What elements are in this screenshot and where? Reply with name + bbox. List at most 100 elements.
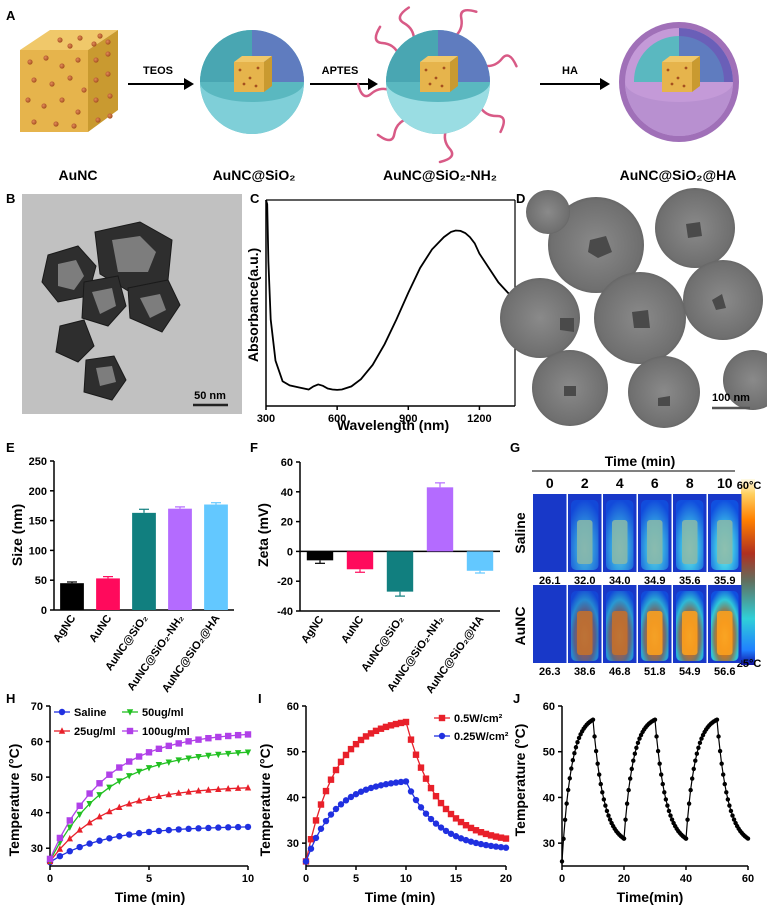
h-point-0-13	[175, 826, 182, 833]
i-point-1-15	[377, 782, 385, 789]
i-point-0-36	[482, 830, 490, 838]
h-point-1-3	[76, 826, 83, 833]
g-temp-0-0: 26.1	[539, 575, 560, 587]
g-core-0-4	[682, 520, 698, 564]
h-point-1-9	[135, 797, 143, 804]
gold-dot-6	[67, 75, 73, 81]
h-point-0-16	[205, 824, 212, 832]
i-point-1-20	[402, 778, 410, 785]
aunc-sio2-ha-sphere-illustration	[619, 22, 739, 142]
panel-label-a: A	[6, 8, 16, 23]
i-series-line-1	[305, 780, 507, 862]
h-point-3-9	[135, 753, 143, 760]
j-point-122	[745, 836, 751, 841]
arrow-aptes: APTES	[310, 65, 378, 90]
i-point-1-34	[472, 839, 480, 847]
i-point-1-32	[462, 836, 470, 844]
f-category-label-2: AuNC@SiO₂	[359, 614, 406, 674]
panel-label-c: C	[250, 191, 260, 206]
f-y-tick-label-0: -40	[277, 606, 293, 618]
h-point-3-19	[234, 731, 242, 739]
core-dot-b4	[440, 84, 444, 88]
thermal-image-grid: Time (min) Saline AuNC 60°C 25°C 0 2 4 6 8 10…	[512, 453, 761, 678]
j-point-89	[694, 751, 700, 756]
h-x-tick-label-1: 5	[146, 873, 152, 885]
j-point-86	[690, 776, 695, 781]
e-y-tick-label-4: 200	[29, 486, 47, 498]
core-dot-b2	[442, 66, 446, 70]
h-legend-label-2: 50ug/ml	[142, 707, 184, 719]
h-point-3-4	[86, 790, 93, 797]
j-point-64	[657, 761, 662, 766]
j-point-43	[624, 801, 630, 806]
j-point-92	[699, 736, 704, 741]
f-y-tick-label-1: -20	[277, 576, 293, 588]
g-core-1-5	[717, 611, 733, 655]
amine-chain-2	[481, 54, 518, 68]
h-y-tick-label-2: 50	[31, 772, 43, 784]
i-ylabel: Temperature (°C)	[257, 744, 273, 857]
e-bar-1	[96, 578, 120, 610]
gold-dot-4	[31, 77, 37, 83]
core-dot-a3	[242, 82, 246, 86]
h-point-2-11	[155, 762, 163, 769]
g-cell-1-0	[533, 585, 567, 663]
f-bar-4	[466, 551, 494, 571]
h-point-0-14	[185, 825, 192, 833]
j-point-20	[590, 717, 596, 722]
i-point-0-16	[382, 723, 390, 731]
j-y-tick-label-3: 60	[543, 701, 555, 713]
panel-label-f: F	[250, 440, 258, 455]
h-point-2-15	[195, 754, 202, 761]
amine-chain-6	[356, 82, 392, 98]
h-point-0-3	[76, 843, 83, 851]
i-point-0-4	[322, 787, 330, 795]
h-point-2-7	[116, 778, 123, 785]
j-point-23	[595, 761, 600, 766]
i-point-1-17	[387, 780, 395, 787]
g-core-1-2	[612, 611, 628, 655]
i-point-0-20	[402, 718, 410, 726]
h-point-2-19	[234, 750, 242, 757]
j-point-91	[697, 740, 703, 746]
amine-chain-7	[374, 25, 400, 56]
h-point-2-8	[126, 773, 133, 780]
i-point-0-9	[347, 745, 355, 753]
g-temp-1-4: 54.9	[679, 666, 700, 678]
h-y-tick-label-0: 30	[31, 843, 43, 855]
f-bar-1	[346, 551, 374, 570]
i-point-1-5	[327, 811, 335, 818]
e-y-tick-label-1: 50	[35, 575, 47, 587]
g-row-label-aunc: AuNC	[512, 607, 528, 646]
j-point-61	[652, 717, 658, 722]
i-point-1-12	[362, 786, 370, 793]
j-point-67	[662, 790, 667, 795]
h-point-2-2	[66, 824, 73, 831]
h-point-1-4	[86, 819, 93, 826]
gold-dot-18	[67, 43, 73, 49]
h-y-tick-label-1: 40	[31, 808, 43, 820]
h-point-0-12	[165, 826, 172, 834]
h-point-3-11	[155, 745, 163, 753]
h-point-3-13	[175, 740, 182, 747]
f-y-tick-label-2: 0	[287, 546, 293, 558]
i-point-0-7	[337, 758, 345, 766]
gold-dot-7	[81, 87, 87, 93]
h-legend-label-1: 25ug/ml	[74, 726, 116, 738]
c-xlabel: Wavelength (nm)	[337, 417, 449, 433]
j-point-26	[600, 790, 605, 795]
f-category-label-0: AgNC	[299, 614, 326, 646]
h-point-2-16	[205, 752, 212, 760]
g-core-0-3	[647, 520, 663, 564]
j-point-21	[592, 734, 597, 739]
i-point-0-5	[327, 776, 335, 783]
g-row-label-saline: Saline	[512, 512, 528, 553]
i-point-1-18	[392, 779, 400, 786]
h-y-tick-label-4: 70	[31, 701, 43, 713]
h-point-1-10	[145, 794, 153, 802]
j-point-65	[659, 772, 664, 777]
amine-chain-3	[478, 104, 506, 134]
gold-dot-27	[95, 117, 101, 123]
i-point-1-28	[442, 827, 450, 835]
j-point-88	[693, 758, 698, 763]
